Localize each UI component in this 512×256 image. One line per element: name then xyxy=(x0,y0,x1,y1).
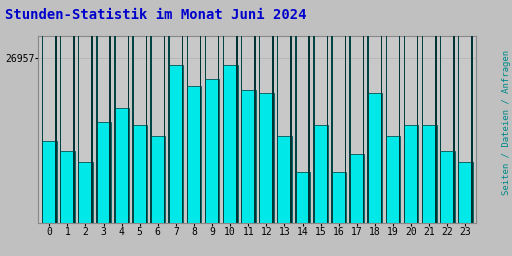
Bar xyxy=(145,0,147,223)
Bar xyxy=(453,0,455,223)
Bar xyxy=(259,0,261,223)
Bar xyxy=(313,0,315,223)
Bar xyxy=(331,172,346,256)
Bar xyxy=(386,136,400,256)
Bar xyxy=(114,0,116,223)
Bar xyxy=(60,151,75,256)
Bar xyxy=(73,0,75,223)
Bar xyxy=(313,125,328,256)
Bar xyxy=(42,141,57,256)
Bar xyxy=(96,0,98,223)
Bar xyxy=(55,0,57,223)
Bar xyxy=(186,86,201,256)
Bar xyxy=(186,0,188,223)
Bar xyxy=(458,0,459,223)
Bar xyxy=(403,125,418,256)
Bar xyxy=(440,0,441,223)
Bar xyxy=(458,162,473,256)
Bar xyxy=(422,0,423,223)
Bar xyxy=(308,0,310,223)
Bar xyxy=(223,65,238,256)
Bar xyxy=(151,0,152,223)
Bar xyxy=(110,0,111,223)
Bar xyxy=(277,136,292,256)
Bar xyxy=(132,125,147,256)
Bar xyxy=(78,0,79,223)
Bar xyxy=(327,0,328,223)
Bar xyxy=(345,0,346,223)
Bar xyxy=(114,108,129,256)
Text: Seiten / Dateien / Anfragen: Seiten / Dateien / Anfragen xyxy=(502,50,511,195)
Bar xyxy=(349,0,351,223)
Bar xyxy=(132,0,134,223)
Bar xyxy=(295,0,296,223)
Bar xyxy=(42,0,44,223)
Bar xyxy=(440,151,455,256)
Bar xyxy=(368,93,382,256)
Bar xyxy=(205,0,206,223)
Bar xyxy=(151,136,165,256)
Bar xyxy=(422,125,437,256)
Bar xyxy=(205,79,220,256)
Bar xyxy=(403,0,405,223)
Bar xyxy=(164,0,165,223)
Bar xyxy=(362,0,364,223)
Bar xyxy=(96,122,111,256)
Bar xyxy=(241,0,242,223)
Bar xyxy=(168,65,183,256)
Text: Stunden-Statistik im Monat Juni 2024: Stunden-Statistik im Monat Juni 2024 xyxy=(5,8,307,22)
Bar xyxy=(435,0,437,223)
Bar xyxy=(223,0,224,223)
Bar xyxy=(127,0,129,223)
Bar xyxy=(386,0,387,223)
Bar xyxy=(349,154,364,256)
Bar xyxy=(236,0,238,223)
Bar xyxy=(78,162,93,256)
Bar xyxy=(331,0,333,223)
Bar xyxy=(168,0,170,223)
Bar xyxy=(200,0,201,223)
Bar xyxy=(399,0,400,223)
Bar xyxy=(381,0,382,223)
Bar xyxy=(277,0,279,223)
Bar xyxy=(259,93,274,256)
Bar xyxy=(254,0,255,223)
Bar xyxy=(417,0,418,223)
Bar xyxy=(290,0,292,223)
Bar xyxy=(241,90,255,256)
Bar xyxy=(60,0,61,223)
Bar xyxy=(295,172,310,256)
Bar xyxy=(368,0,369,223)
Bar xyxy=(272,0,274,223)
Bar xyxy=(182,0,183,223)
Bar xyxy=(471,0,473,223)
Bar xyxy=(91,0,93,223)
Bar xyxy=(218,0,220,223)
